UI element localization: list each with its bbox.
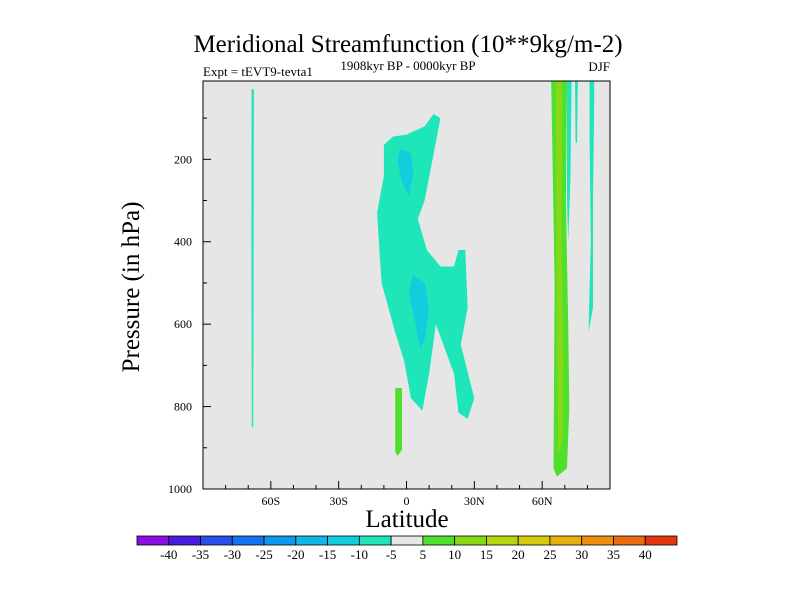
colorbar-label: 40 [639,547,652,562]
chart-title: Meridional Streamfunction (10**9kg/m-2) [193,31,622,58]
x-axis-label: Latitude [365,506,448,533]
x-tick-label: 30N [464,494,485,508]
season-label: DJF [588,59,610,74]
colorbar-label: -30 [224,547,241,562]
contour-region-sh-polar-strip [251,89,254,428]
y-tick-label: 200 [174,152,192,166]
colorbar-box [486,535,519,546]
period-label: 1908kyr BP - 0000kyr BP [340,58,475,73]
colorbar-label: -35 [192,547,209,562]
colorbar-box [517,535,551,546]
colorbar: -40 -35 -30 -25 -20 -15 -10 -5 5 10 15 20 25 30 35 40 [136,535,678,562]
colorbar-box [613,535,646,546]
colorbar-label: -40 [160,547,177,562]
colorbar-label: 25 [543,547,556,562]
contour-region-nh-polar-strip [588,81,595,333]
y-tick-label: 400 [174,235,192,249]
colorbar-box [263,535,297,546]
colorbar-label: -20 [287,547,304,562]
y-axis-ticks: 200 400 600 800 1000 [168,117,211,496]
contour-region-nh-polar-strip-upper [575,81,578,143]
colorbar-box [644,535,678,546]
colorbar-box [136,535,170,546]
colorbar-box [454,535,487,546]
colorbar-box [327,535,360,546]
colorbar-box [549,535,583,546]
colorbar-label: -15 [319,547,336,562]
contour-region-tropical-low-positive [395,388,402,456]
colorbar-label: 15 [480,547,493,562]
experiment-label: Expt = tEVT9-tevta1 [203,64,313,79]
colorbar-box [200,535,233,546]
colorbar-label: -5 [386,547,397,562]
colorbar-label: 35 [607,547,620,562]
contour-region-nh-polar-cell-inner [555,81,564,456]
colorbar-box [231,535,265,546]
contour-region-nh-polar-cell-upper-ext [567,81,572,242]
colorbar-label: 5 [420,547,427,562]
x-tick-label: 60S [261,494,280,508]
colorbar-label: 20 [512,547,525,562]
colorbar-box [168,535,201,546]
contour-region-tropical-upper-core [397,149,414,197]
colorbar-label: -25 [255,547,272,562]
colorbar-box [295,535,328,546]
colorbar-box [422,535,456,546]
colorbar-box [390,535,424,546]
contour-region-tropical-upper-cell [377,114,475,419]
contour-regions [251,81,595,477]
colorbar-label: -10 [351,547,368,562]
colorbar-box [358,535,392,546]
x-tick-label: 30S [329,494,348,508]
x-axis-ticks: 60S 30S 0 30N 60N [225,481,588,508]
colorbar-label: 10 [448,547,461,562]
colorbar-label: 30 [575,547,588,562]
y-tick-label: 1000 [168,482,192,496]
y-axis-label: Pressure (in hPa) [118,202,145,373]
colorbar-box [581,535,614,546]
y-tick-label: 800 [174,400,192,414]
x-tick-label: 0 [404,494,410,508]
x-tick-label: 60N [532,494,553,508]
contour-region-tropical-lower-core [408,274,430,349]
y-tick-label: 600 [174,317,192,331]
